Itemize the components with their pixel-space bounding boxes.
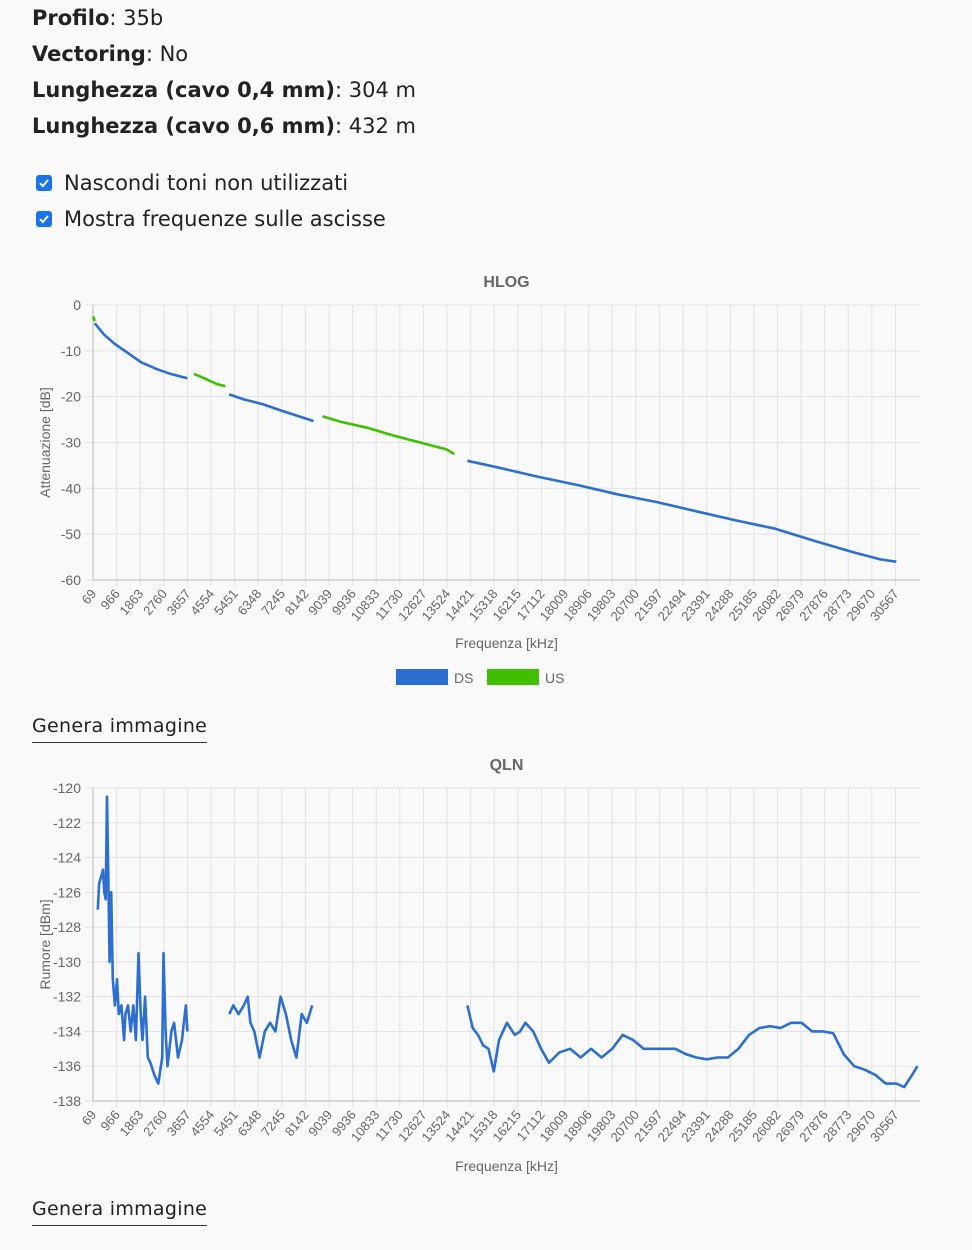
x-tick-label: 8142 xyxy=(282,586,312,618)
y-tick-label: -40 xyxy=(61,480,81,496)
x-tick-label: 7245 xyxy=(258,586,288,618)
legend-swatch-us xyxy=(487,669,539,685)
y-tick-label: -120 xyxy=(53,780,81,796)
series-line-segment-2 xyxy=(466,1005,919,1089)
y-tick-label: -132 xyxy=(53,989,81,1005)
show-frequencies-label: Mostra frequenze sulle ascisse xyxy=(64,207,386,231)
profile-value: 35b xyxy=(123,6,164,30)
x-tick-label: 5451 xyxy=(211,586,241,618)
series-ds-segment-2 xyxy=(467,459,897,563)
y-tick-label: -138 xyxy=(53,1093,81,1109)
x-tick-label: 6348 xyxy=(234,586,264,618)
chart-options: Nascondi toni non utilizzati Mostra freq… xyxy=(36,165,386,237)
legend-label-ds: DS xyxy=(454,670,473,686)
hlog-chart: HLOG0-10-20-30-40-50-6069966186327603657… xyxy=(37,274,920,686)
chart-title: HLOG xyxy=(483,274,529,291)
y-tick-label: -30 xyxy=(61,435,81,451)
vectoring-label: Vectoring xyxy=(32,42,146,66)
series-line-segment-0 xyxy=(96,795,189,1085)
y-tick-label: -50 xyxy=(61,526,81,542)
y-tick-label: -122 xyxy=(53,815,81,831)
y-tick-label: -136 xyxy=(53,1058,81,1074)
y-tick-label: -126 xyxy=(53,884,81,900)
x-tick-label: 4554 xyxy=(187,1107,217,1139)
x-tick-label: 1863 xyxy=(116,1107,146,1139)
hide-unused-tones-checkbox[interactable] xyxy=(36,175,52,191)
option-show-frequencies[interactable]: Mostra frequenze sulle ascisse xyxy=(36,201,386,237)
series-ds-segment-1 xyxy=(228,393,314,423)
length-04-label: Lunghezza (cavo 0,4 mm) xyxy=(32,78,335,102)
qln-chart: QLN -120 -122 -124 -126 -128 -130 -132 -134 -136 -… xyxy=(37,757,920,1174)
show-frequencies-checkbox[interactable] xyxy=(36,211,52,227)
x-tick-label: 2760 xyxy=(140,586,170,618)
series-us-segment-2 xyxy=(322,415,455,456)
x-tick-label: 5451 xyxy=(211,1107,241,1139)
y-tick-label: -134 xyxy=(53,1023,81,1039)
length-06-value: 432 m xyxy=(348,114,416,138)
y-tick-label: -20 xyxy=(61,389,81,405)
legend-swatch-ds xyxy=(396,669,448,685)
y-tick-label: -124 xyxy=(53,850,81,866)
option-hide-unused-tones[interactable]: Nascondi toni non utilizzati xyxy=(36,165,386,201)
series-us-segment-1 xyxy=(193,372,226,388)
x-tick-label: 3657 xyxy=(164,1107,194,1139)
x-tick-label: 9039 xyxy=(305,586,335,618)
chart-title: QLN xyxy=(490,757,524,774)
y-tick-label: -10 xyxy=(61,343,81,359)
info-profile: Profilo: 35b xyxy=(32,6,164,30)
x-tick-label: 4554 xyxy=(187,586,217,618)
length-06-label: Lunghezza (cavo 0,6 mm) xyxy=(32,114,335,138)
series-us-segment-0 xyxy=(91,316,97,322)
vectoring-value: No xyxy=(159,42,189,66)
series-line-segment-1 xyxy=(228,995,314,1059)
y-tick-label: -60 xyxy=(61,572,81,588)
y-tick-label: 0 xyxy=(73,297,81,313)
y-axis-label: Attenuazione [dB] xyxy=(37,387,53,498)
y-tick-label: -130 xyxy=(53,954,81,970)
y-tick-label: -128 xyxy=(53,919,81,935)
series-ds-segment-0 xyxy=(93,322,188,380)
x-tick-label: 69 xyxy=(79,1107,100,1128)
x-axis-label: Frequenza [kHz] xyxy=(455,1158,558,1174)
x-tick-label: 2760 xyxy=(140,1107,170,1139)
x-tick-label: 9039 xyxy=(305,1107,335,1139)
x-tick-label: 69 xyxy=(79,586,100,607)
y-axis-label: Rumore [dBm] xyxy=(37,899,53,989)
info-length-04: Lunghezza (cavo 0,4 mm): 304 m xyxy=(32,78,416,102)
info-length-06: Lunghezza (cavo 0,6 mm): 432 m xyxy=(32,114,416,138)
x-tick-label: 8142 xyxy=(282,1107,312,1139)
x-axis-label: Frequenza [kHz] xyxy=(455,635,558,651)
length-04-value: 304 m xyxy=(348,78,416,102)
hide-unused-tones-label: Nascondi toni non utilizzati xyxy=(64,171,349,195)
legend-label-us: US xyxy=(545,670,564,686)
generate-image-button-qln[interactable]: Genera immagine xyxy=(32,1198,208,1226)
x-tick-label: 7245 xyxy=(258,1107,288,1139)
line-info: Profilo: 35b Vectoring: No Lunghezza (ca… xyxy=(32,0,416,144)
info-vectoring: Vectoring: No xyxy=(32,42,189,66)
x-tick-label: 6348 xyxy=(234,1107,264,1139)
generate-image-button-hlog[interactable]: Genera immagine xyxy=(32,715,208,743)
x-tick-label: 1863 xyxy=(116,586,146,618)
x-tick-label: 3657 xyxy=(164,586,194,618)
profile-label: Profilo xyxy=(32,6,110,30)
